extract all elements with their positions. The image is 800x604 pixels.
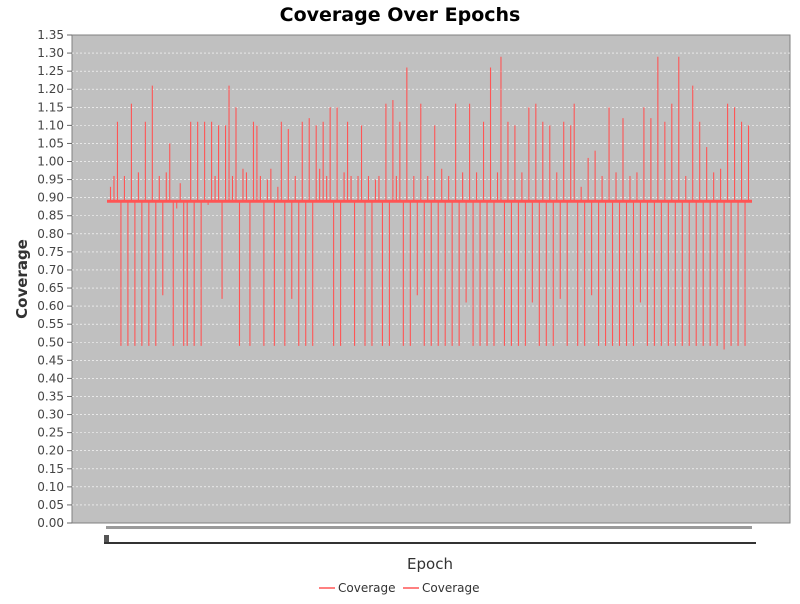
y-tick-label: 1.20 bbox=[37, 82, 64, 96]
y-tick-label: 0.05 bbox=[37, 498, 64, 512]
y-tick-label: 0.10 bbox=[37, 480, 64, 494]
y-tick-label: 1.35 bbox=[37, 28, 64, 42]
y-tick-label: 0.45 bbox=[37, 353, 64, 367]
y-tick-label: 0.90 bbox=[37, 191, 64, 205]
x-axis-first-tick-mark bbox=[104, 535, 109, 543]
y-tick-label: 1.00 bbox=[37, 155, 64, 169]
x-axis-label: Epoch bbox=[407, 555, 453, 573]
y-tick-label: 0.50 bbox=[37, 335, 64, 349]
y-tick-label: 0.35 bbox=[37, 389, 64, 403]
y-tick-label: 1.05 bbox=[37, 136, 64, 150]
coverage-series bbox=[107, 56, 752, 350]
y-tick-label: 0.65 bbox=[37, 281, 64, 295]
y-tick-label: 0.70 bbox=[37, 263, 64, 277]
y-tick-label: 0.60 bbox=[37, 299, 64, 313]
y-tick-label: 0.40 bbox=[37, 371, 64, 385]
chart-title: Coverage Over Epochs bbox=[280, 4, 521, 26]
y-tick-label: 1.10 bbox=[37, 118, 64, 132]
legend-label-1: Coverage bbox=[338, 581, 396, 595]
y-tick-label: 0.30 bbox=[37, 408, 64, 422]
legend: Coverage Coverage bbox=[319, 581, 480, 595]
x-axis-compressed-ticks bbox=[106, 526, 752, 529]
y-tick-label: 1.25 bbox=[37, 64, 64, 78]
y-tick-label: 0.25 bbox=[37, 426, 64, 440]
legend-label-2: Coverage bbox=[422, 581, 480, 595]
y-axis-label: Coverage bbox=[13, 239, 31, 319]
y-axis-ticks: 0.00 0.05 0.10 0.15 0.20 0.25 0.30 0.35 0.40 0.45… bbox=[37, 28, 72, 530]
y-tick-label: 0.75 bbox=[37, 245, 64, 259]
y-tick-label: 0.95 bbox=[37, 173, 64, 187]
y-tick-label: 0.85 bbox=[37, 209, 64, 223]
y-tick-label: 0.55 bbox=[37, 317, 64, 331]
x-axis bbox=[104, 526, 756, 544]
y-tick-label: 0.15 bbox=[37, 462, 64, 476]
y-tick-label: 0.20 bbox=[37, 444, 64, 458]
y-tick-label: 1.30 bbox=[37, 46, 64, 60]
y-tick-label: 1.15 bbox=[37, 100, 64, 114]
y-tick-label: 0.80 bbox=[37, 227, 64, 241]
y-tick-label: 0.00 bbox=[37, 516, 64, 530]
